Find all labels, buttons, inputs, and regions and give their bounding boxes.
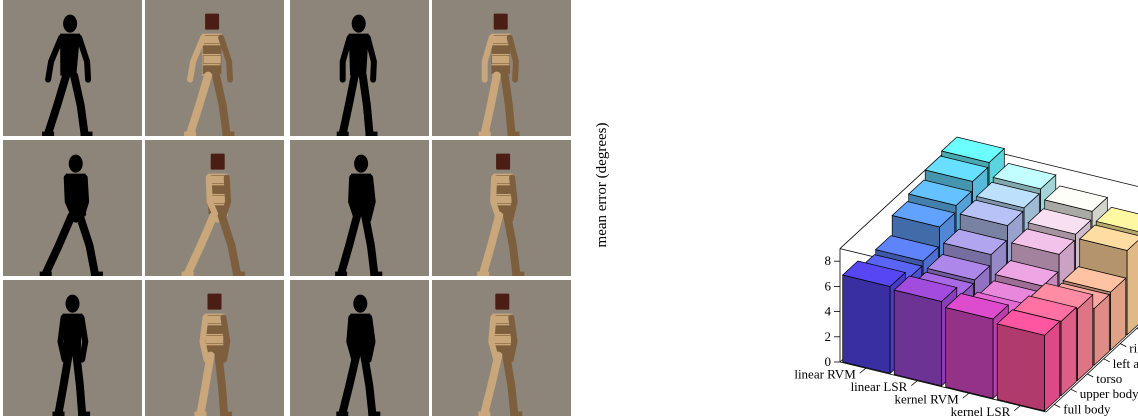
method-tick-label: kernel LSR bbox=[951, 404, 1011, 417]
pose-model-figure bbox=[478, 293, 523, 416]
silhouette-figure bbox=[336, 294, 381, 416]
z-tick-label: 4 bbox=[825, 304, 832, 319]
z-tick-label: 6 bbox=[825, 278, 832, 293]
pose-estimate-tile bbox=[432, 280, 571, 416]
pose-estimate-tile bbox=[145, 140, 284, 276]
body-part-tick bbox=[1054, 404, 1061, 408]
z-tick-label: 2 bbox=[825, 329, 832, 344]
pose-model-figure bbox=[478, 13, 520, 136]
silhouette-tile bbox=[3, 0, 142, 136]
axis-box-edge bbox=[839, 361, 1047, 413]
method-tick-label: linear LSR bbox=[851, 379, 908, 394]
body-part-tick-label: full body bbox=[1063, 401, 1111, 416]
z-axis: 0 2 4 6 8 mean error (degrees) bbox=[594, 123, 840, 369]
body-part-tick bbox=[1070, 388, 1077, 393]
body-part-tick bbox=[1087, 373, 1094, 378]
z-tick-label: 8 bbox=[825, 253, 832, 268]
bars bbox=[841, 136, 1138, 412]
silhouette-tile bbox=[290, 140, 429, 276]
method-tick-label: linear RVM bbox=[794, 366, 856, 381]
silhouette-figure bbox=[335, 154, 383, 276]
silhouette-tile bbox=[290, 280, 429, 416]
bar-chart-3d: 0 2 4 6 8 mean error (degrees) linear RVMlinea… bbox=[594, 123, 1138, 417]
body-part-tick bbox=[1120, 343, 1127, 347]
silhouette-tile bbox=[290, 0, 429, 136]
pose-estimate-tile bbox=[145, 0, 284, 136]
method-tick-label: kernel RVM bbox=[894, 391, 959, 406]
left-image-panel bbox=[3, 0, 287, 417]
bar bbox=[996, 309, 1061, 412]
middle-image-panel bbox=[290, 0, 574, 417]
bar bbox=[893, 275, 958, 387]
z-axis-label: mean error (degrees) bbox=[594, 123, 610, 248]
silhouette-figure bbox=[52, 294, 91, 416]
pose-model-figure bbox=[184, 13, 235, 136]
pose-model-figure bbox=[181, 153, 245, 276]
pose-estimate-tile bbox=[145, 280, 284, 416]
pose-estimate-tile bbox=[432, 140, 571, 276]
body-part-tick-label: left arm bbox=[1113, 356, 1138, 371]
z-tick-label: 0 bbox=[825, 354, 832, 369]
body-part-tick-label: right arm bbox=[1129, 341, 1138, 356]
method-tick bbox=[1013, 405, 1021, 412]
method-tick bbox=[859, 367, 867, 374]
silhouette-tile bbox=[3, 140, 142, 276]
pose-model-figure bbox=[477, 153, 525, 276]
body-part-tick-label: torso bbox=[1096, 371, 1122, 386]
body-part-tick-label: upper body bbox=[1080, 386, 1138, 401]
pose-estimate-tile bbox=[432, 0, 571, 136]
method-tick bbox=[962, 392, 970, 399]
silhouette-figure bbox=[39, 154, 103, 276]
method-tick bbox=[910, 380, 918, 387]
silhouette-tile bbox=[3, 280, 142, 416]
body-part-tick bbox=[1103, 358, 1110, 363]
silhouette-figure bbox=[42, 14, 93, 136]
pose-model-figure bbox=[194, 293, 233, 416]
silhouette-figure bbox=[336, 14, 378, 136]
